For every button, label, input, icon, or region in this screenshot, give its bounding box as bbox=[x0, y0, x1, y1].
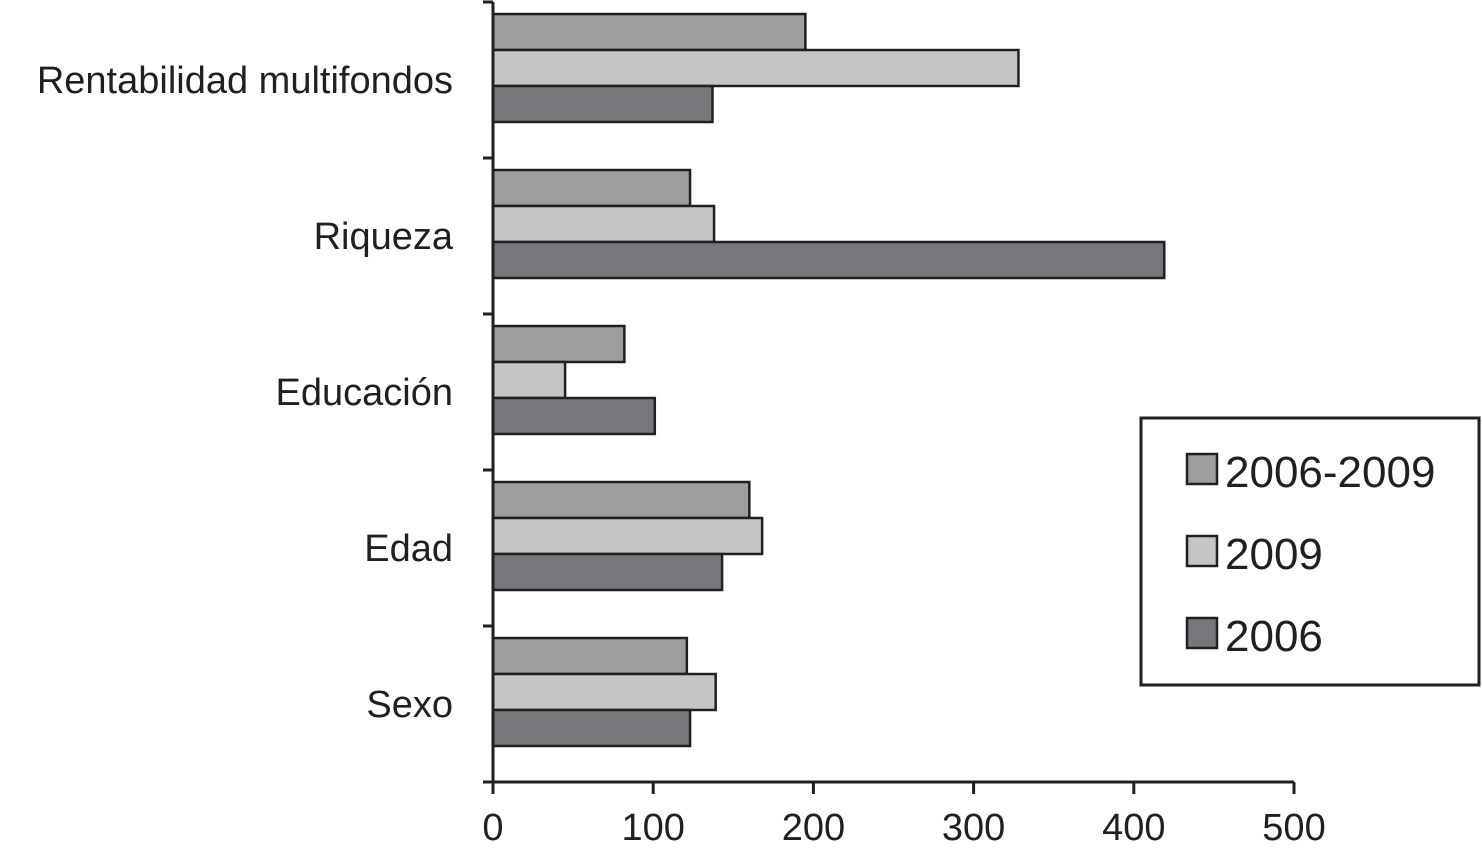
legend-swatch-2006 bbox=[1185, 616, 1219, 650]
bar-riqueza-2009 bbox=[491, 204, 716, 244]
bar-educaci-n-2006 bbox=[491, 396, 657, 436]
legend-label: 2009 bbox=[1225, 530, 1323, 579]
bar-educaci-n-2006-2009 bbox=[491, 324, 626, 364]
x-tick-label: 100 bbox=[621, 807, 684, 849]
tick-labels-group: 0 100 200 300 400 500 bbox=[482, 807, 1325, 849]
bar-edad-2006-2009 bbox=[491, 480, 751, 520]
bar-sexo-2006 bbox=[491, 708, 692, 748]
bar-sexo-2006-2009 bbox=[491, 636, 689, 676]
bar-riqueza-2006 bbox=[491, 240, 1166, 280]
category-labels-group: Rentabilidad multifondos Riqueza Educación… bbox=[37, 60, 454, 726]
bar-sexo-2009 bbox=[491, 672, 717, 712]
bar-edad-2009 bbox=[491, 516, 764, 556]
category-label: Edad bbox=[364, 528, 453, 570]
axes-group bbox=[483, 0, 1296, 794]
x-tick-label: 200 bbox=[782, 807, 845, 849]
x-tick-label: 500 bbox=[1262, 807, 1325, 849]
category-label: Sexo bbox=[366, 684, 453, 726]
legend-label: 2006-2009 bbox=[1225, 448, 1435, 497]
category-label: Rentabilidad multifondos bbox=[37, 60, 453, 102]
bar-rentabilidad-multifondos-2006-2009 bbox=[491, 12, 807, 52]
category-label: Educación bbox=[276, 372, 453, 414]
bar-rentabilidad-multifondos-2009 bbox=[491, 48, 1020, 88]
bar-rentabilidad-multifondos-2006 bbox=[491, 84, 714, 124]
bar-educaci-n-2009 bbox=[491, 360, 567, 400]
x-tick-label: 300 bbox=[942, 807, 1005, 849]
legend-label: 2006 bbox=[1225, 612, 1323, 661]
legend: 2006-2009 2009 2006 bbox=[1139, 416, 1481, 687]
x-tick-label: 400 bbox=[1102, 807, 1165, 849]
legend-swatch-2009 bbox=[1185, 534, 1219, 568]
x-tick-label: 0 bbox=[482, 807, 503, 849]
legend-swatch-2006-2009 bbox=[1185, 452, 1219, 486]
bar-riqueza-2006-2009 bbox=[491, 168, 692, 208]
category-label: Riqueza bbox=[314, 216, 454, 258]
bar-edad-2006 bbox=[491, 552, 724, 592]
bars-group bbox=[491, 12, 1166, 748]
